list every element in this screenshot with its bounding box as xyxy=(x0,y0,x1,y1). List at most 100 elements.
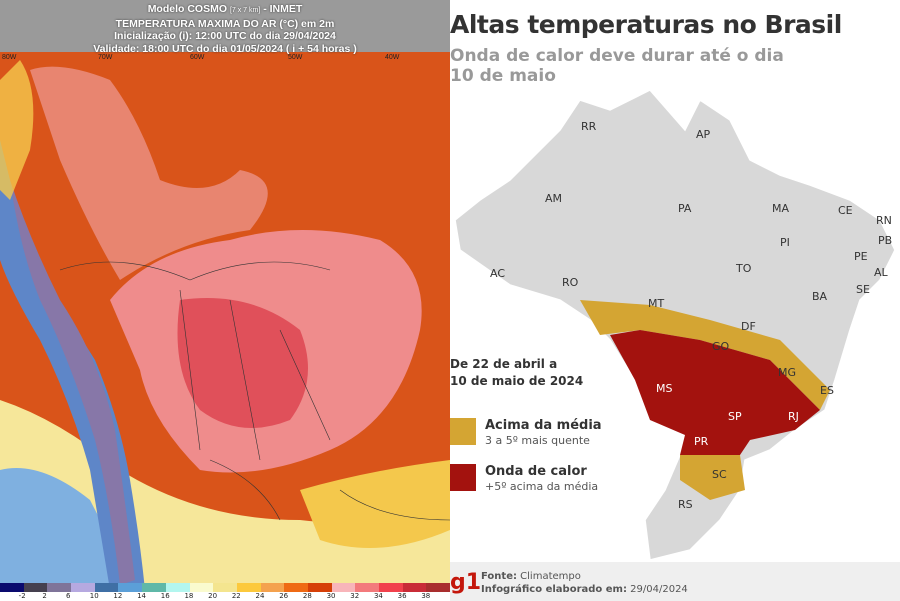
state-label: MA xyxy=(772,202,789,215)
colorbar-tick-label: 30 xyxy=(326,592,336,600)
state-label: MS xyxy=(656,382,672,395)
period-line: De 22 de abril a xyxy=(450,357,558,371)
colorbar-tick-label: 2 xyxy=(42,592,47,600)
model-name: Modelo COSMO xyxy=(147,3,228,15)
infographic-subtitle: Onda de calor deve durar até o dia 10 de … xyxy=(450,46,784,86)
legend-title: Acima da média xyxy=(485,418,602,433)
brazil-map: RR AP AM PA MA CE RN PB PI PE AL SE AC R… xyxy=(454,89,896,561)
colorbar-tick-label: -2 xyxy=(18,592,26,600)
state-label: RO xyxy=(562,276,579,289)
colorbar-tick-label: 12 xyxy=(113,592,123,600)
temperature-field xyxy=(0,60,450,590)
state-label: PA xyxy=(678,202,692,215)
colorbar xyxy=(0,583,450,593)
colorbar-tick-label: 20 xyxy=(208,592,218,600)
state-label: BA xyxy=(812,290,828,303)
longitude-label: 40W xyxy=(385,54,400,61)
colorbar-segment xyxy=(426,583,450,593)
colorbar-segment xyxy=(71,583,95,593)
colorbar-ticks: -2 2 6 10 12 14 16 18 20 22 24 26 28 30 32 34 36 38 xyxy=(0,592,450,601)
state-label: PR xyxy=(694,435,709,448)
longitude-label: 60W xyxy=(190,54,205,61)
state-label: SE xyxy=(856,283,870,296)
legend-title: Onda de calor xyxy=(485,464,587,479)
state-label: MG xyxy=(778,366,796,379)
state-label: RS xyxy=(678,498,693,511)
legend-desc: +5º acima da média xyxy=(485,480,599,493)
longitude-label: 80W xyxy=(2,54,17,61)
model-resolution: [7 x 7 km] xyxy=(229,7,261,14)
infographic-title: Altas temperaturas no Brasil xyxy=(450,10,842,39)
colorbar-tick-label: 6 xyxy=(66,592,71,600)
colorbar-segment xyxy=(0,583,24,593)
colorbar-segment xyxy=(213,583,237,593)
colorbar-segment xyxy=(142,583,166,593)
colorbar-tick-label: 34 xyxy=(373,592,383,600)
colorbar-segment xyxy=(47,583,72,593)
init-time: Inicialização (i): 12:00 UTC do dia 29/0… xyxy=(114,30,336,42)
date-value: 29/04/2024 xyxy=(630,584,688,595)
colorbar-segment xyxy=(355,583,379,593)
colorbar-tick-label: 10 xyxy=(89,592,99,600)
state-labels: RR AP AM PA MA CE RN PB PI PE AL SE AC R… xyxy=(490,120,892,511)
footer: g1 Fonte: Climatempo Infográfico elabora… xyxy=(450,562,900,601)
longitude-label: 70W xyxy=(98,54,113,61)
colorbar-tick-label: 18 xyxy=(184,592,194,600)
state-label: PI xyxy=(780,236,790,249)
state-label: ES xyxy=(820,384,834,397)
colorbar-segment xyxy=(402,583,427,593)
state-label: GO xyxy=(712,340,730,353)
state-label: SP xyxy=(728,410,742,423)
colorbar-segment xyxy=(331,583,356,593)
colorbar-tick-label: 36 xyxy=(397,592,407,600)
colorbar-segment xyxy=(165,583,190,593)
valid-time: Validade: 18:00 UTC do dia 01/05/2024 ( … xyxy=(93,42,357,55)
state-label: RJ xyxy=(788,410,799,423)
model-source: - INMET xyxy=(263,3,303,15)
colorbar-segment xyxy=(307,583,332,593)
temperature-forecast-map: Modelo COSMO [7 x 7 km] - INMET TEMPERAT… xyxy=(0,0,450,601)
legend-desc: 3 a 5º mais quente xyxy=(485,434,590,447)
longitude-label: 50W xyxy=(288,54,303,61)
colorbar-segment xyxy=(260,583,285,593)
state-label: SC xyxy=(712,468,727,481)
colorbar-segment xyxy=(236,583,261,593)
legend-item-above-average: Acima da média 3 a 5º mais quente xyxy=(450,418,602,447)
state-label: PE xyxy=(854,250,868,263)
colorbar-tick-label: 14 xyxy=(137,592,147,600)
date-label: Infográfico elaborado em: xyxy=(481,584,627,595)
state-label: AL xyxy=(874,266,889,279)
colorbar-tick-label: 22 xyxy=(231,592,241,600)
state-label: DF xyxy=(741,320,756,333)
source-value: Climatempo xyxy=(520,571,581,582)
colorbar-tick-label: 28 xyxy=(302,592,312,600)
colorbar-segment xyxy=(189,583,214,593)
map-header: Modelo COSMO [7 x 7 km] - INMET TEMPERAT… xyxy=(0,0,450,55)
colorbar-tick-label: 38 xyxy=(421,592,431,600)
colorbar-segment xyxy=(94,583,119,593)
state-label: CE xyxy=(838,204,853,217)
legend-swatch xyxy=(450,418,476,445)
state-label: RN xyxy=(876,214,892,227)
colorbar-segment xyxy=(379,583,403,593)
colorbar-segment xyxy=(23,583,48,593)
state-label: AP xyxy=(696,128,711,141)
infographic: RR AP AM PA MA CE RN PB PI PE AL SE AC R… xyxy=(450,0,900,601)
state-label: MT xyxy=(648,297,664,310)
state-label: TO xyxy=(735,262,752,275)
period-label: De 22 de abril a 10 de maio de 2024 xyxy=(450,356,583,390)
legend-swatch xyxy=(450,464,476,491)
colorbar-segment xyxy=(118,583,143,593)
colorbar-tick-label: 32 xyxy=(350,592,360,600)
state-label: AC xyxy=(490,267,505,280)
colorbar-segment xyxy=(284,583,308,593)
state-label: PB xyxy=(878,234,892,247)
subtitle-line: Onda de calor deve durar até o dia xyxy=(450,46,784,66)
legend-item-heat-wave: Onda de calor +5º acima da média xyxy=(450,464,598,493)
colorbar-tick-label: 16 xyxy=(160,592,170,600)
g1-logo: g1 xyxy=(450,570,482,595)
colorbar-tick-label: 26 xyxy=(279,592,289,600)
state-label: AM xyxy=(545,192,562,205)
source-label: Fonte: xyxy=(481,571,517,582)
state-label: RR xyxy=(581,120,597,133)
